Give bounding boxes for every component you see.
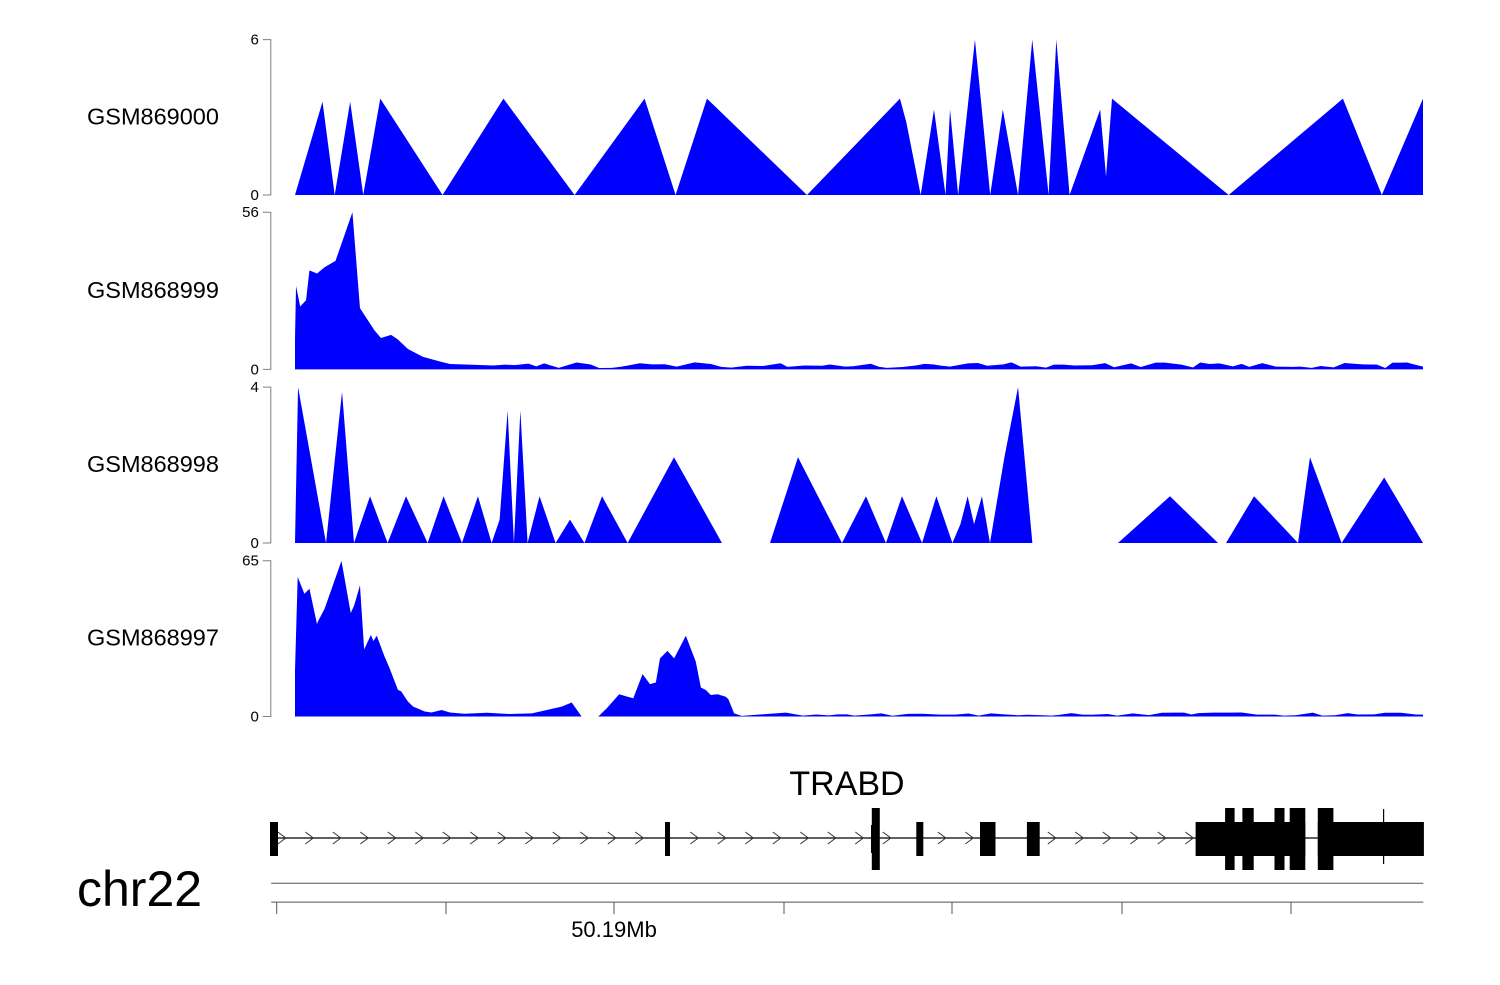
svg-text:0: 0 [250, 709, 258, 726]
svg-text:GSM868999: GSM868999 [87, 277, 219, 303]
svg-text:50.19Mb: 50.19Mb [571, 917, 657, 942]
svg-text:6: 6 [250, 32, 258, 49]
svg-text:0: 0 [250, 187, 258, 204]
svg-text:GSM868998: GSM868998 [87, 451, 219, 477]
svg-text:GSM868997: GSM868997 [87, 625, 219, 651]
svg-text:0: 0 [250, 535, 258, 552]
svg-text:56: 56 [242, 204, 259, 221]
svg-text:GSM869000: GSM869000 [87, 103, 219, 129]
svg-text:4: 4 [250, 379, 258, 396]
svg-text:0: 0 [250, 361, 258, 378]
svg-text:65: 65 [242, 553, 259, 570]
svg-text:TRABD: TRABD [789, 765, 904, 803]
svg-text:chr22: chr22 [77, 861, 202, 917]
